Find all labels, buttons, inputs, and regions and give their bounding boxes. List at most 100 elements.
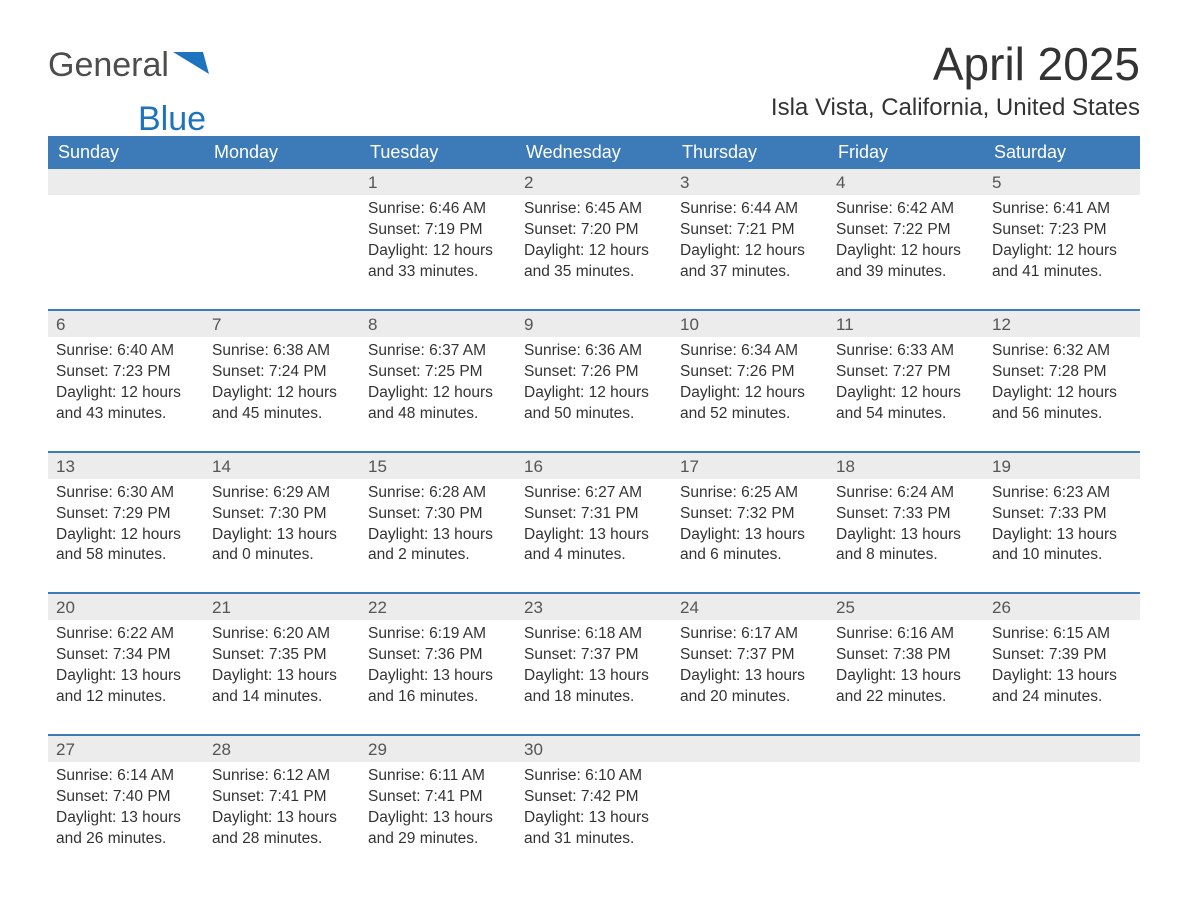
- day-sr: Sunrise: 6:14 AM: [56, 766, 196, 787]
- day-data-cell: Sunrise: 6:44 AMSunset: 7:21 PMDaylight:…: [672, 195, 828, 309]
- day-number-cell: [672, 736, 828, 762]
- day-number-cell: 8: [360, 311, 516, 337]
- day-data-cell: [48, 195, 204, 309]
- day-sr: Sunrise: 6:33 AM: [836, 341, 976, 362]
- logo-flag-icon: [173, 52, 209, 74]
- day-ss: Sunset: 7:24 PM: [212, 362, 352, 383]
- day-number-cell: 2: [516, 169, 672, 195]
- day-d2: and 6 minutes.: [680, 545, 820, 566]
- day-ss: Sunset: 7:37 PM: [680, 645, 820, 666]
- location-label: Isla Vista, California, United States: [771, 94, 1140, 122]
- day-ss: Sunset: 7:30 PM: [212, 504, 352, 525]
- day-d2: and 56 minutes.: [992, 404, 1132, 425]
- day-d2: and 8 minutes.: [836, 545, 976, 566]
- day-number-cell: 6: [48, 311, 204, 337]
- day-sr: Sunrise: 6:30 AM: [56, 483, 196, 504]
- day-data-cell: Sunrise: 6:34 AMSunset: 7:26 PMDaylight:…: [672, 337, 828, 451]
- day-ss: Sunset: 7:34 PM: [56, 645, 196, 666]
- day-data-cell: Sunrise: 6:40 AMSunset: 7:23 PMDaylight:…: [48, 337, 204, 451]
- day-sr: Sunrise: 6:16 AM: [836, 624, 976, 645]
- day-d2: and 45 minutes.: [212, 404, 352, 425]
- day-ss: Sunset: 7:30 PM: [368, 504, 508, 525]
- day-data-cell: Sunrise: 6:46 AMSunset: 7:19 PMDaylight:…: [360, 195, 516, 309]
- day-d1: Daylight: 13 hours: [368, 808, 508, 829]
- day-sr: Sunrise: 6:20 AM: [212, 624, 352, 645]
- day-number-cell: 9: [516, 311, 672, 337]
- day-ss: Sunset: 7:29 PM: [56, 504, 196, 525]
- day-ss: Sunset: 7:19 PM: [368, 220, 508, 241]
- page-title: April 2025: [771, 40, 1140, 88]
- day-d1: Daylight: 12 hours: [524, 383, 664, 404]
- day-d2: and 52 minutes.: [680, 404, 820, 425]
- day-data-row: Sunrise: 6:46 AMSunset: 7:19 PM Daylight:…: [48, 195, 1140, 309]
- day-sr: Sunrise: 6:11 AM: [368, 766, 508, 787]
- logo-text-general: General: [48, 46, 169, 84]
- day-number-cell: 25: [828, 594, 984, 620]
- day-number-row: 6789101112: [48, 311, 1140, 337]
- day-d1: Daylight: 13 hours: [524, 808, 664, 829]
- day-data-cell: Sunrise: 6:20 AMSunset: 7:35 PMDaylight:…: [204, 620, 360, 734]
- day-d1: Daylight: 13 hours: [212, 808, 352, 829]
- day-d1: Daylight: 12 hours: [368, 383, 508, 404]
- day-sr: Sunrise: 6:10 AM: [524, 766, 664, 787]
- day-sr: Sunrise: 6:32 AM: [992, 341, 1132, 362]
- day-d1: Daylight: 12 hours: [524, 241, 664, 262]
- day-number-cell: 12: [984, 311, 1140, 337]
- day-d1: Daylight: 12 hours: [680, 383, 820, 404]
- day-number-cell: 21: [204, 594, 360, 620]
- day-data-cell: Sunrise: 6:45 AMSunset: 7:20 PMDaylight:…: [516, 195, 672, 309]
- day-data-cell: Sunrise: 6:30 AMSunset: 7:29 PMDaylight:…: [48, 479, 204, 593]
- day-d1: Daylight: 13 hours: [212, 525, 352, 546]
- day-sr: Sunrise: 6:46 AM: [368, 199, 508, 220]
- header: General Blue April 2025 Isla Vista, Cali…: [48, 40, 1140, 122]
- day-sr: Sunrise: 6:40 AM: [56, 341, 196, 362]
- day-data-cell: Sunrise: 6:10 AMSunset: 7:42 PMDaylight:…: [516, 762, 672, 876]
- day-sr: Sunrise: 6:17 AM: [680, 624, 820, 645]
- day-d1: Daylight: 13 hours: [368, 525, 508, 546]
- day-number-cell: 30: [516, 736, 672, 762]
- day-d2: and 31 minutes.: [524, 829, 664, 850]
- day-ss: Sunset: 7:41 PM: [212, 787, 352, 808]
- day-d1: Daylight: 13 hours: [680, 525, 820, 546]
- day-data-cell: Sunrise: 6:14 AMSunset: 7:40 PMDaylight:…: [48, 762, 204, 876]
- day-d2: and 28 minutes.: [212, 829, 352, 850]
- day-ss: Sunset: 7:20 PM: [524, 220, 664, 241]
- day-number-row: 12345: [48, 169, 1140, 195]
- day-number-cell: [984, 736, 1140, 762]
- weekday-header: Wednesday: [516, 136, 672, 169]
- day-number-row: 27282930: [48, 736, 1140, 762]
- day-d1: Daylight: 12 hours: [56, 525, 196, 546]
- day-number-cell: 14: [204, 453, 360, 479]
- weekday-header: Thursday: [672, 136, 828, 169]
- day-number-cell: 23: [516, 594, 672, 620]
- day-d1: Daylight: 13 hours: [524, 666, 664, 687]
- day-d1: Daylight: 13 hours: [836, 666, 976, 687]
- day-data-cell: Sunrise: 6:18 AMSunset: 7:37 PMDaylight:…: [516, 620, 672, 734]
- day-sr: Sunrise: 6:25 AM: [680, 483, 820, 504]
- day-ss: Sunset: 7:22 PM: [836, 220, 976, 241]
- day-number-cell: [204, 169, 360, 195]
- day-number-cell: 7: [204, 311, 360, 337]
- day-number-cell: 4: [828, 169, 984, 195]
- day-d1: Daylight: 12 hours: [56, 383, 196, 404]
- day-d2: and 18 minutes.: [524, 687, 664, 708]
- day-number-cell: [48, 169, 204, 195]
- day-data-row: Sunrise: 6:14 AMSunset: 7:40 PMDaylight:…: [48, 762, 1140, 876]
- day-sr: Sunrise: 6:15 AM: [992, 624, 1132, 645]
- day-ss: Sunset: 7:36 PM: [368, 645, 508, 666]
- day-d1: Daylight: 13 hours: [212, 666, 352, 687]
- day-ss: Sunset: 7:25 PM: [368, 362, 508, 383]
- day-data-cell: Sunrise: 6:17 AMSunset: 7:37 PMDaylight:…: [672, 620, 828, 734]
- day-d2: and 20 minutes.: [680, 687, 820, 708]
- day-d2: and 35 minutes.: [524, 262, 664, 283]
- day-d2: and 43 minutes.: [56, 404, 196, 425]
- day-number-cell: 24: [672, 594, 828, 620]
- day-number-cell: 22: [360, 594, 516, 620]
- logo: General Blue: [48, 40, 209, 85]
- day-data-cell: Sunrise: 6:29 AMSunset: 7:30 PMDaylight:…: [204, 479, 360, 593]
- day-number-cell: 1: [360, 169, 516, 195]
- day-d1: Daylight: 12 hours: [992, 383, 1132, 404]
- day-number-cell: 5: [984, 169, 1140, 195]
- day-d2: and 22 minutes.: [836, 687, 976, 708]
- weekday-header: Saturday: [984, 136, 1140, 169]
